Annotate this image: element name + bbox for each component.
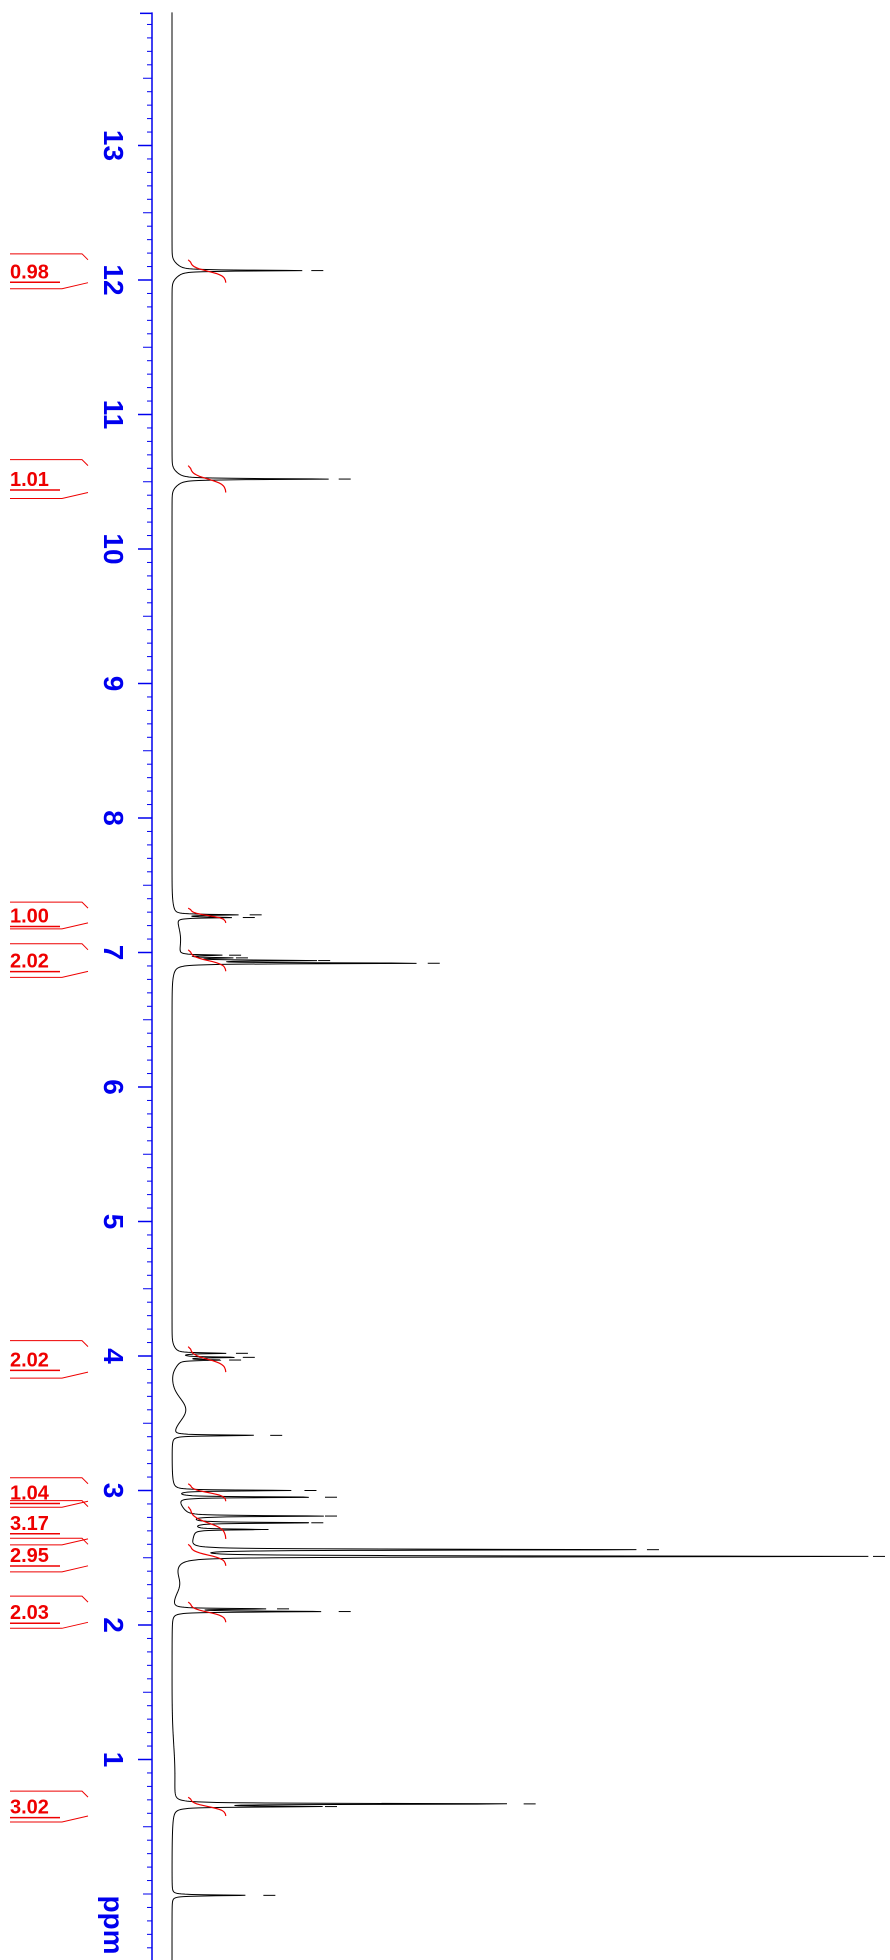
integral-curve bbox=[187, 1796, 227, 1817]
integral-bracket-top bbox=[10, 1537, 89, 1545]
integral-bracket-bottom bbox=[10, 1621, 89, 1629]
integral-curves bbox=[187, 259, 227, 1817]
integral-curve bbox=[187, 1346, 227, 1373]
integral-curve bbox=[187, 1543, 227, 1566]
integral-bracket-top bbox=[10, 1595, 89, 1603]
integral-value-label: 0.98 bbox=[10, 261, 49, 283]
integral-bracket-bottom bbox=[10, 1815, 89, 1823]
integral-bracket-bottom bbox=[10, 1371, 89, 1379]
integral-bracket-top bbox=[10, 459, 89, 466]
integral-value-label: 1.01 bbox=[10, 469, 49, 491]
axis-tick-label: 6 bbox=[98, 1079, 129, 1095]
integral-bracket-top bbox=[10, 1790, 89, 1798]
integral-bracket-top bbox=[10, 1500, 89, 1507]
integral-value-label: 1.04 bbox=[10, 1483, 50, 1505]
integral-value-label: 2.95 bbox=[10, 1545, 49, 1567]
integral-curve bbox=[187, 465, 227, 493]
integral-value-label: 3.02 bbox=[10, 1797, 49, 1819]
integral-value-label: 2.03 bbox=[10, 1602, 49, 1624]
axis-tick-label: 8 bbox=[98, 810, 129, 826]
integral-bracket-top bbox=[10, 901, 89, 909]
integral-value-label: 3.17 bbox=[10, 1513, 49, 1535]
integral-bracket-top bbox=[10, 943, 89, 951]
integral-bracket-top bbox=[10, 1477, 89, 1485]
axis-tick-label: 13 bbox=[98, 130, 129, 161]
integral-value-label: 2.02 bbox=[10, 1349, 49, 1371]
integral-bracket-bottom bbox=[10, 970, 89, 978]
integral-bracket-top bbox=[10, 253, 89, 261]
integral-curve bbox=[187, 907, 227, 924]
integral-bracket-bottom bbox=[10, 1500, 89, 1508]
integral-curve bbox=[187, 1601, 227, 1623]
axis-tick-label: 10 bbox=[98, 533, 129, 564]
integral-value-label: 1.00 bbox=[10, 906, 49, 928]
axis-label-ppm: ppm bbox=[98, 1895, 129, 1954]
axis-tick-label: 9 bbox=[98, 676, 129, 692]
axis-tick-label: 11 bbox=[98, 400, 129, 430]
axis-tick-label: 7 bbox=[98, 945, 129, 961]
axis-tick-label: 3 bbox=[98, 1483, 129, 1499]
integral-bracket-bottom bbox=[10, 922, 89, 930]
axis-tick-label: 12 bbox=[98, 264, 129, 295]
integral-bracket-bottom bbox=[10, 282, 89, 290]
integral-value-label: 2.02 bbox=[10, 951, 49, 973]
integral-bracket-bottom bbox=[10, 1565, 89, 1573]
axis-tick-label: 2 bbox=[98, 1617, 129, 1633]
axis-tick-label: 5 bbox=[98, 1214, 129, 1230]
integral-curve bbox=[187, 1506, 227, 1539]
ppm-axis: 13 12 11 10 9 8 7 6 5 4 3 2 1 ppm bbox=[98, 12, 153, 1960]
spectrum-trace bbox=[171, 12, 869, 1960]
axis-tick-label: 1 bbox=[98, 1752, 129, 1768]
integral-curve bbox=[187, 949, 227, 972]
axis-tick-label: 4 bbox=[98, 1348, 129, 1364]
integral-curve bbox=[187, 259, 227, 283]
spectrum-line bbox=[171, 12, 869, 1960]
integral-bracket-top bbox=[10, 1340, 89, 1347]
peak-label-markers bbox=[229, 270, 885, 1896]
integral-bracket-bottom bbox=[10, 1538, 89, 1546]
integral-bracket-bottom bbox=[10, 492, 89, 500]
integral-labels: 0.98 1.01 1.00 2.02 2.02 1.04 3.17 2.95 2.03 3.02 bbox=[10, 253, 89, 1823]
integral-curve bbox=[187, 1483, 227, 1502]
